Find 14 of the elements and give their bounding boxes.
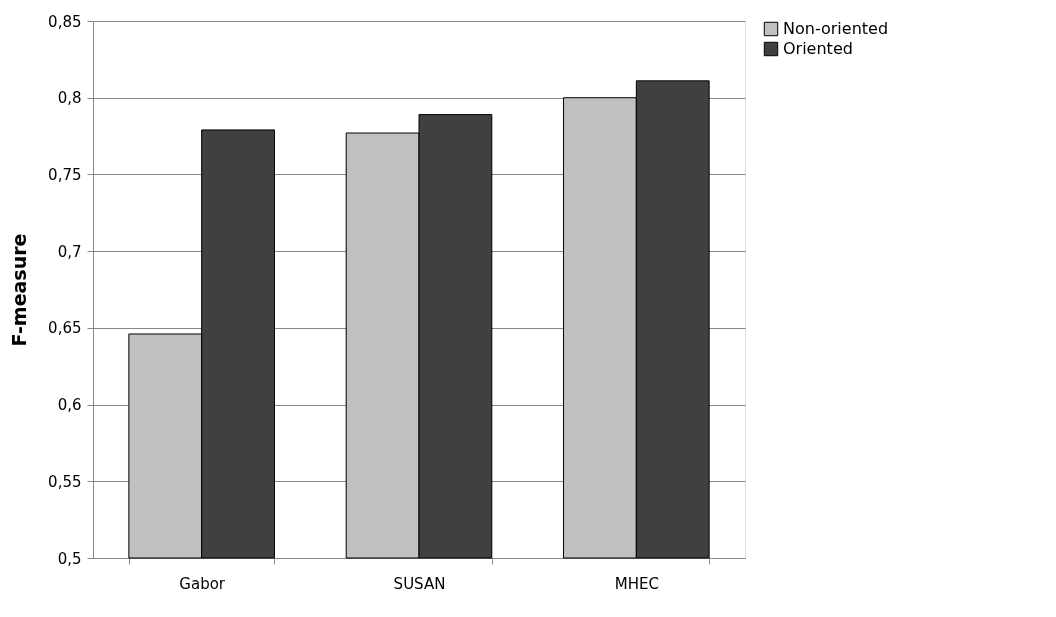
x-tick-label: Gabor <box>179 574 226 593</box>
y-tick-label: 0,6 <box>57 396 82 415</box>
y-tick-label: 0,85 <box>48 12 82 31</box>
y-tick-label: 0,8 <box>57 89 82 108</box>
x-tick-label: SUSAN <box>393 574 446 593</box>
y-axis-title: F-measure <box>8 233 31 347</box>
legend-label: Non-oriented <box>783 19 889 38</box>
y-tick-label: 0,5 <box>57 549 82 568</box>
y-tick-label: 0,7 <box>57 242 82 261</box>
legend-label: Oriented <box>783 39 853 58</box>
y-tick-label: 0,55 <box>48 472 82 491</box>
y-tick-label: 0,65 <box>48 319 82 338</box>
x-tick-label: MHEC <box>614 574 659 593</box>
y-tick-label: 0,75 <box>48 165 82 184</box>
